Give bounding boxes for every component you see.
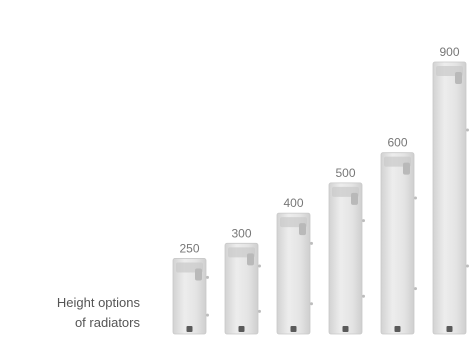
chart-caption: Height options of radiators xyxy=(0,293,140,333)
thermostat-valve xyxy=(247,253,254,266)
bottom-valve xyxy=(446,326,453,332)
wall-bracket xyxy=(206,313,209,317)
height-value-label: 400 xyxy=(283,196,303,210)
wall-bracket xyxy=(362,294,365,298)
wall-bracket xyxy=(414,196,417,200)
caption-line-1: Height options xyxy=(56,295,140,310)
radiator-body xyxy=(276,212,311,335)
thermostat-valve xyxy=(195,268,202,281)
height-value-label: 500 xyxy=(335,166,355,180)
height-value-label: 300 xyxy=(231,226,251,240)
caption-line-2: of radiators xyxy=(74,315,140,330)
bottom-valve xyxy=(342,326,349,332)
wall-bracket xyxy=(362,219,365,223)
bottom-valve xyxy=(394,326,401,332)
bottom-valve xyxy=(238,326,245,332)
bottom-valve xyxy=(186,326,193,332)
radiator-bar xyxy=(380,152,417,335)
radiator-bars xyxy=(172,61,469,335)
height-labels: 250 300 400 500 600 900 xyxy=(179,45,459,255)
height-value-label: 600 xyxy=(387,136,407,150)
radiator-bar xyxy=(172,258,209,335)
height-value-label: 250 xyxy=(179,241,199,255)
wall-bracket xyxy=(258,309,261,313)
radiator-bar xyxy=(224,242,261,335)
thermostat-valve xyxy=(351,192,358,205)
wall-bracket xyxy=(310,241,313,245)
radiator-body xyxy=(432,61,467,335)
radiator-body xyxy=(328,182,363,335)
wall-bracket xyxy=(206,275,209,279)
wall-bracket xyxy=(258,264,261,268)
thermostat-valve xyxy=(455,72,462,84)
radiator-body xyxy=(380,152,415,335)
radiator-bar xyxy=(328,182,365,335)
thermostat-valve xyxy=(403,162,410,175)
wall-bracket xyxy=(414,287,417,291)
thermostat-valve xyxy=(299,223,306,236)
radiator-bar xyxy=(276,212,313,335)
bottom-valve xyxy=(290,326,297,332)
radiator-body xyxy=(224,242,259,335)
height-value-label: 900 xyxy=(439,45,459,59)
wall-bracket xyxy=(466,128,469,132)
radiator-bar xyxy=(432,61,469,335)
wall-bracket xyxy=(310,302,313,306)
wall-bracket xyxy=(466,264,469,268)
